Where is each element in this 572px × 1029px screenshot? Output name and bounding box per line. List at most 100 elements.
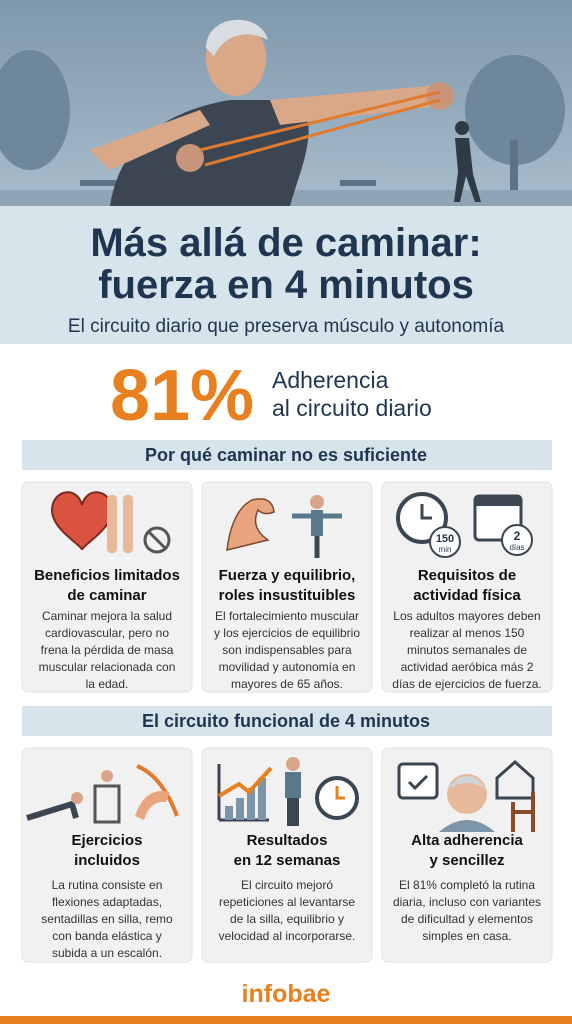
section-heading: Por qué caminar no es suficiente [145,445,427,465]
title-band [0,206,572,344]
body-icon [439,820,495,832]
footer-bar [0,1016,572,1024]
card-title: Beneficios limitados [34,567,180,584]
stat-label: Adherencia [272,367,389,393]
card-body: El fortalecimiento muscular [215,609,359,623]
brand-logo: infobae [242,980,331,1008]
card-body: actividad aeróbica más 2 [401,660,534,674]
card-body: cardiovascular, pero no [45,626,169,640]
card-body: diaria, incluso con variantes [393,895,541,909]
card: Beneficios limitados de caminar Caminar me… [21,481,193,693]
no-icon [143,526,171,554]
badge-text: min [439,545,452,554]
card-title: roles insustituibles [219,587,356,604]
card-body: La rutina consiste en [52,878,163,892]
pushup-icon [71,792,83,804]
hair-icon [447,776,487,790]
chart-bar-icon [236,798,244,820]
no-icon [147,530,167,550]
card-body: frena la pérdida de masa [41,643,174,657]
card-title: incluidos [74,852,140,869]
section-header [22,440,552,470]
house-icon [495,759,535,800]
clock-icon [420,504,432,520]
badge-text: días [509,543,524,552]
section-header [22,706,552,736]
card-title: Resultados [247,832,328,849]
figure-icon [287,798,299,826]
section-heading: El circuito funcional de 4 minutos [142,711,430,731]
title-line: fuerza en 4 minutos [98,263,474,307]
card-body: de la silla, equilibrio y [230,912,344,926]
card-body: y los ejercicios de equilibrio [214,626,360,640]
band-icon [136,764,179,817]
card-body: movilidad y autonomía en [219,660,356,674]
card-body: mayores de 65 años. [231,677,343,691]
squat-icon [101,770,113,782]
stat-label: al circuito diario [272,395,432,421]
subtitle: El circuito diario que preserva músculo … [68,316,505,337]
badge-text: 150 [436,533,454,545]
figure-icon [286,757,300,771]
chair-icon [93,784,121,824]
figure-icon [311,510,323,536]
card-body: realizar al menos 150 [410,626,525,640]
pushup-icon [26,800,79,821]
card-body: muscular relacionada con [39,660,176,674]
chart-bar-icon [225,806,233,820]
chart-bar-icon [247,788,255,820]
card-body: subida a un escalón. [52,946,162,960]
card-body: repeticiones al levantarse [219,895,355,909]
badge-text: 2 [514,529,521,543]
card-title: en 12 semanas [234,852,341,869]
calendar-icon [475,496,521,506]
chart-bar-icon [258,778,266,820]
figure-icon [285,772,301,798]
chair-icon [511,792,535,832]
title-line: Más allá de caminar: [90,221,481,265]
card-body: flexiones adaptadas, [52,895,162,909]
hero-illustration [0,0,572,206]
card-body: con banda elástica y [52,929,161,943]
card: Resultados en 12 semanas El circuito mejor… [201,747,373,963]
check-icon [407,774,429,791]
card-body: El circuito mejoró [241,878,333,892]
leg-icon [107,495,117,553]
card-title: Requisitos de [418,567,516,584]
card-title: Fuerza y equilibrio, [219,567,356,584]
card-body: la edad. [86,677,129,691]
stat-value: 81% [110,356,254,436]
card-title: y sencillez [429,852,504,869]
card-body: velocidad al incorporarse. [219,929,356,943]
sections: Por qué caminar no es suficiente Benefici… [21,440,553,963]
card-body: sentadillas en silla, remo [41,912,173,926]
card-body: de dificultad y elementos [401,912,533,926]
card-title: Alta adherencia [411,832,523,849]
card-title: Ejercicios [72,832,143,849]
leg-icon [123,495,133,553]
card-body: El 81% completó la rutina [399,878,535,892]
card-body: Los adultos mayores deben [393,609,540,623]
card: Fuerza y equilibrio, roles insustituibles… [201,481,373,693]
arm-icon [135,791,170,820]
card-body: son indispensables para [222,643,352,657]
badge-icon [501,524,533,556]
figure-icon [310,495,324,509]
stopwatch-icon [335,786,345,800]
chart-arrow-icon [217,766,273,798]
card-body: días de ejercicios de fuerza. [392,677,541,691]
card-body: minutos semanales de [407,643,527,657]
badge-icon [429,526,461,558]
arm-icon [226,498,275,551]
card-body: simples en casa. [422,929,511,943]
card-body: Caminar mejora la salud [42,609,172,623]
calendar-icon [397,762,439,800]
card-title: actividad física [413,587,521,604]
card-background [381,747,553,963]
card: Alta adherencia y sencillez El 81% complet… [381,747,553,963]
card: Ejercicios incluidos La rutina consiste en… [21,747,193,963]
card-title: de caminar [67,587,146,604]
